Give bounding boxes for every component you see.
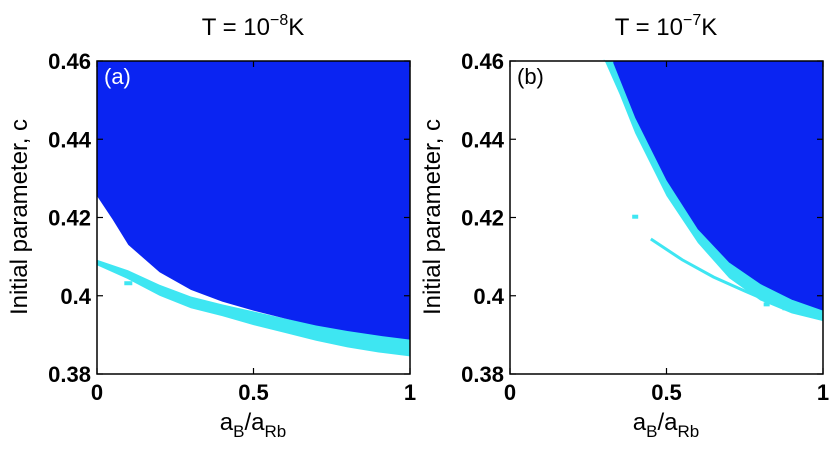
panel-b-ytick-label: 0.4: [473, 284, 504, 309]
panel-a-ytick-label: 0.4: [60, 284, 91, 309]
panel-b-xtick-label: 1: [817, 380, 829, 405]
panel-a-ytick-label: 0.38: [48, 362, 91, 387]
panel-b-ytick-label: 0.46: [461, 49, 504, 74]
panel-b-light-dot: [632, 214, 639, 219]
panel-b-light-dot: [763, 302, 770, 307]
panel-b: 0 0.5 1 0.38 0.4 0.42 0.44 0.46 (b) T = 10−7K a…: [419, 12, 829, 441]
panel-a-light-band: [97, 259, 410, 357]
panel-b-ytick-label: 0.42: [461, 206, 504, 231]
panel-b-ytick-label: 0.44: [461, 127, 505, 152]
panel-a-plot-area: [97, 61, 410, 357]
panel-b-title: T = 10−7K: [615, 12, 718, 41]
panel-a-xtick-label: 1: [404, 380, 416, 405]
panel-a-xtick-label: 0.5: [238, 380, 269, 405]
panel-b-plot-area: [603, 59, 823, 322]
panel-b-ylabel: Initial parameter, c: [419, 119, 446, 315]
panel-b-dark-region: [613, 61, 823, 311]
panel-a-xlabel: aB/aRb: [220, 409, 286, 441]
panel-b-xtick-label: 0.5: [651, 380, 682, 405]
panel-a-light-dot: [124, 281, 133, 286]
panel-b-light-streak: [650, 237, 761, 300]
panel-b-ytick-label: 0.38: [461, 362, 504, 387]
panel-a-ytick-label: 0.46: [48, 49, 91, 74]
panel-a-dark-region: [97, 61, 410, 340]
panel-a: 0 0.5 1 0.38 0.4 0.42 0.44 0.46 (a) T = 10−8K a…: [6, 12, 416, 441]
panel-a-ytick-label: 0.44: [48, 127, 92, 152]
panel-a-label: (a): [104, 64, 131, 89]
panel-b-light-dot: [782, 306, 789, 311]
panel-a-ytick-label: 0.42: [48, 206, 91, 231]
panel-b-ticks: 0 0.5 1 0.38 0.4 0.42 0.44 0.46: [461, 49, 829, 405]
panel-b-xlabel: aB/aRb: [633, 409, 699, 441]
panel-a-ticks: 0 0.5 1 0.38 0.4 0.42 0.44 0.46: [48, 49, 416, 405]
panel-a-xtick-label: 0: [91, 380, 103, 405]
panel-b-label: (b): [517, 64, 544, 89]
panel-b-xtick-label: 0: [504, 380, 516, 405]
panel-a-ylabel: Initial parameter, c: [6, 119, 33, 315]
panel-a-title: T = 10−8K: [202, 12, 305, 41]
